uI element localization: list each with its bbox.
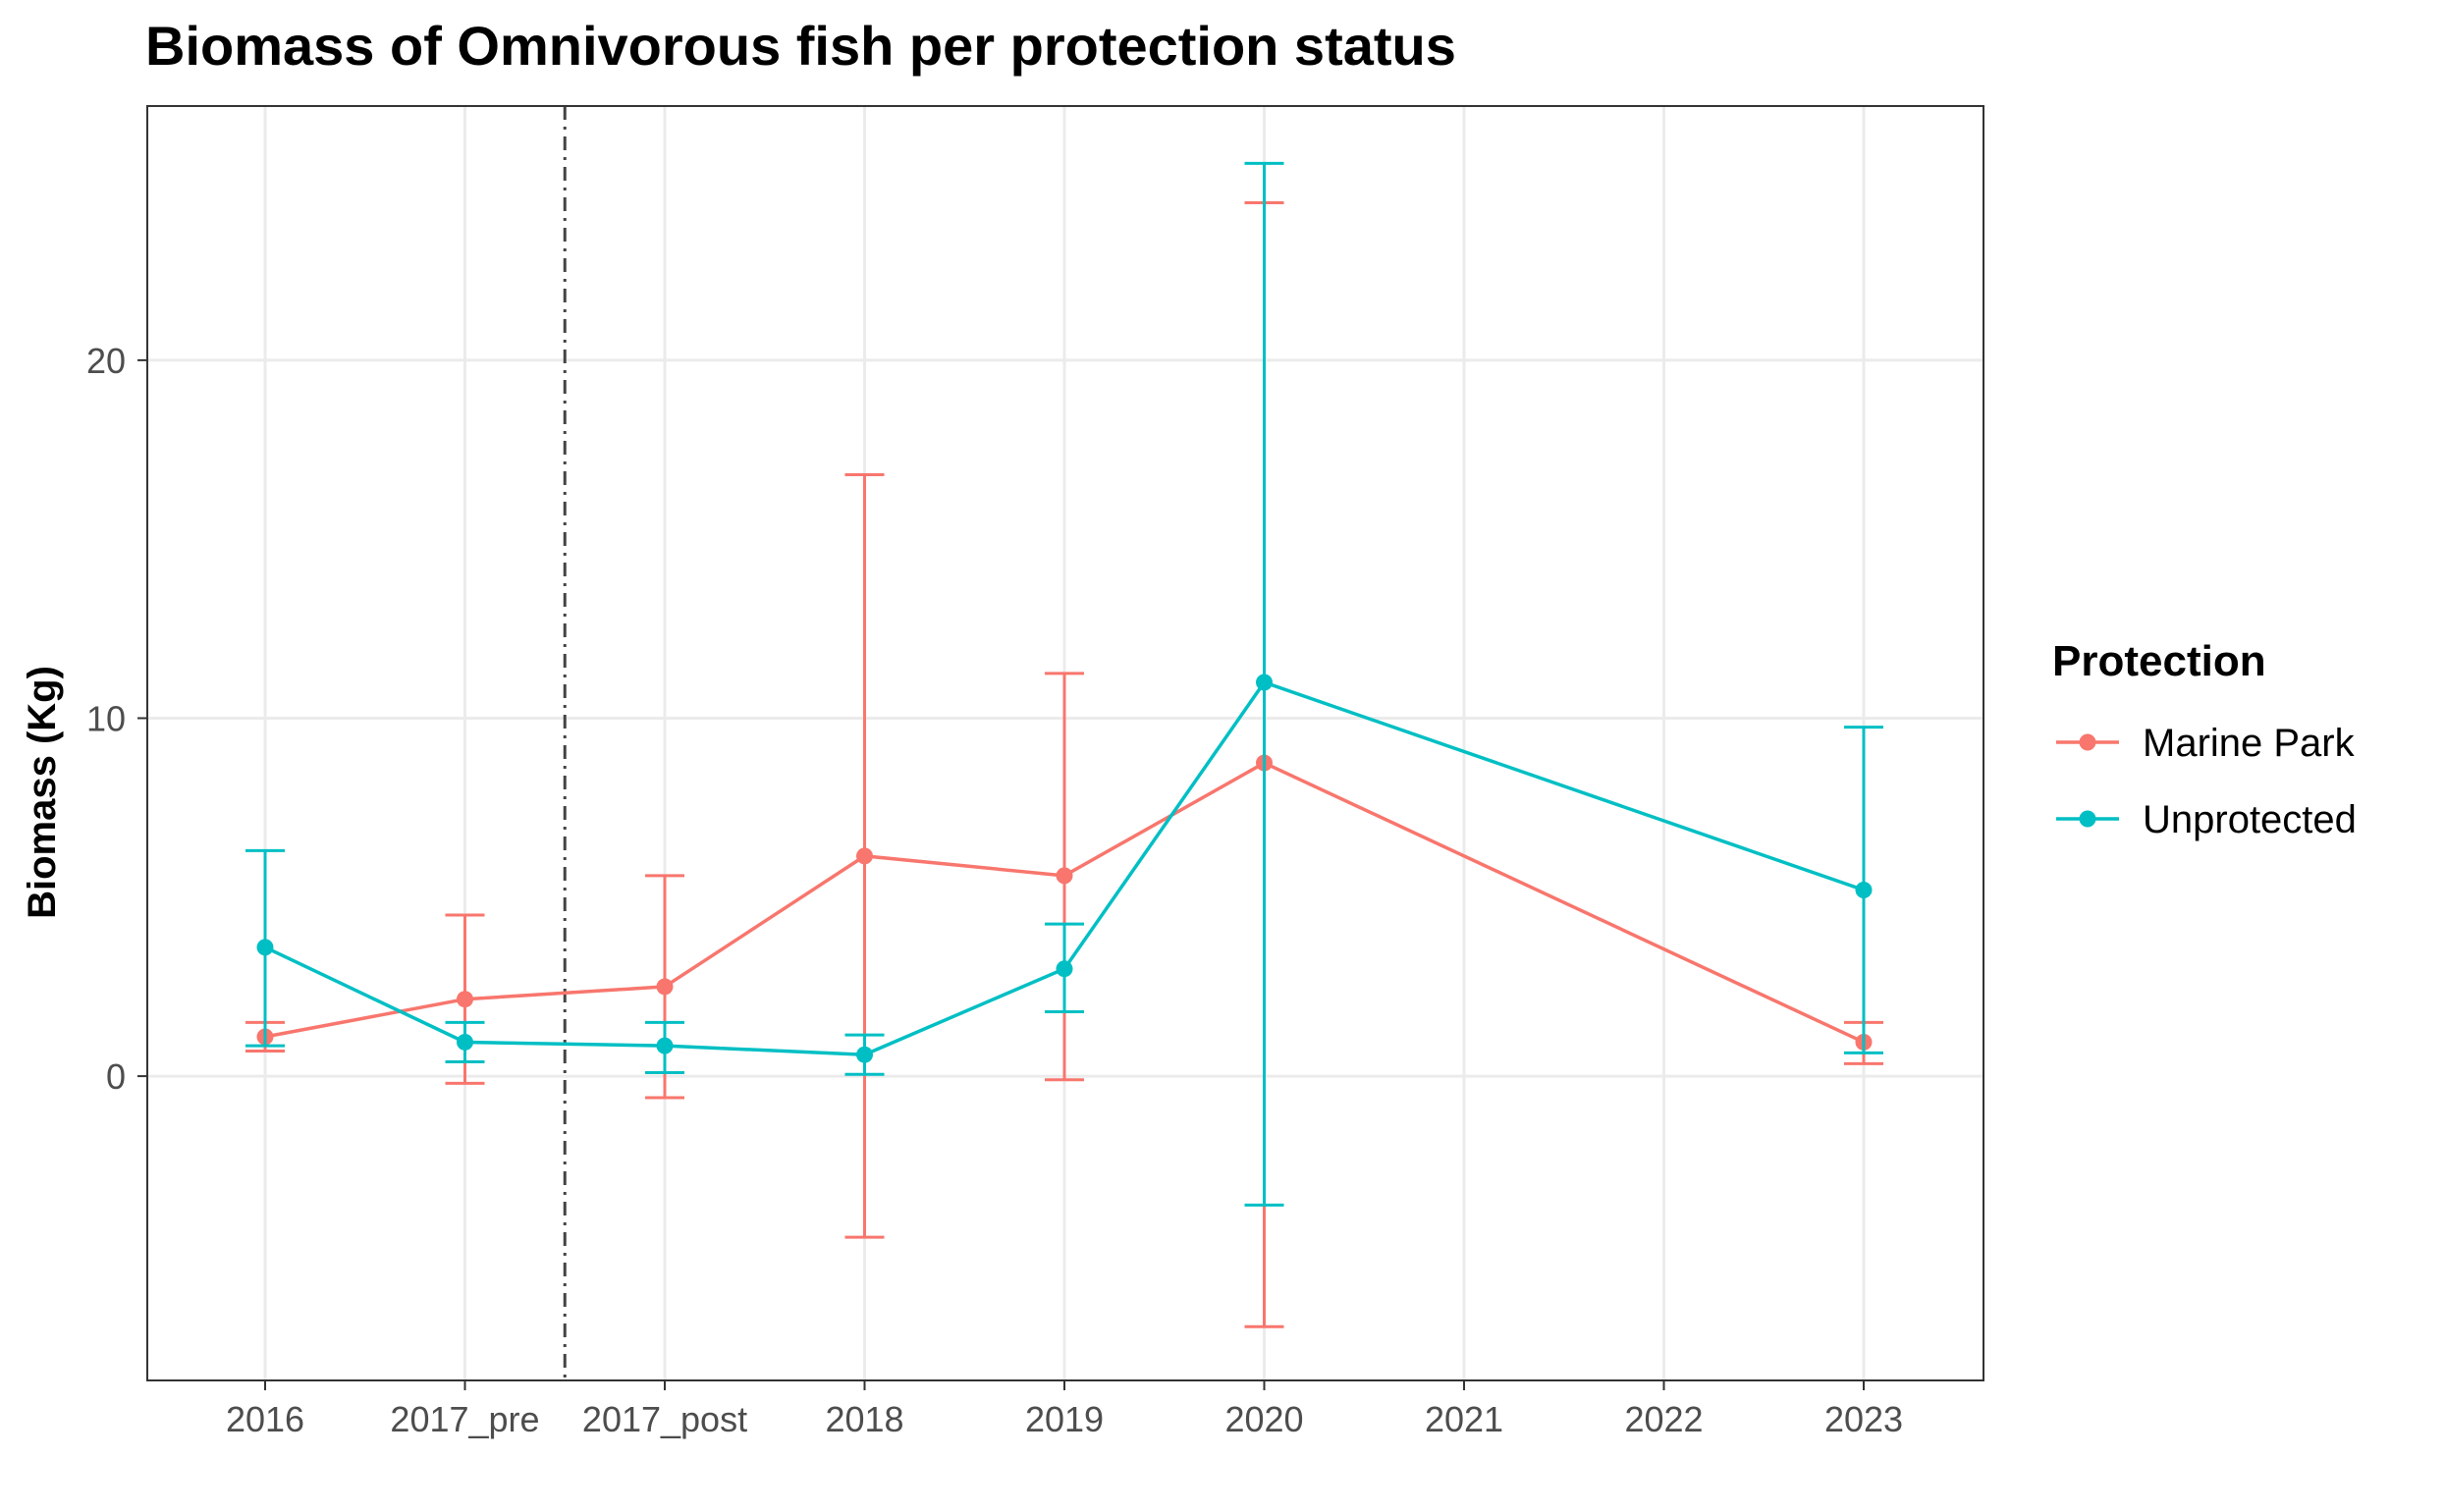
x-tick-label: 2018 [825, 1399, 903, 1439]
x-tick-label: 2017_pre [390, 1399, 539, 1439]
x-tick-label: 2020 [1224, 1399, 1303, 1439]
data-point [656, 1037, 674, 1054]
legend-item-unprotected: Unprotected [2056, 798, 2357, 841]
data-point [656, 978, 674, 996]
legend-item-marine-park: Marine Park [2056, 722, 2356, 765]
series-unprotected [245, 161, 1883, 1207]
legend-label: Marine Park [2143, 722, 2356, 765]
data-point [256, 939, 274, 956]
x-tick-label: 2023 [1824, 1399, 1903, 1439]
data-point [856, 1046, 873, 1063]
data-point [1256, 674, 1273, 691]
data-point [1056, 867, 1073, 885]
x-tick-label: 2019 [1025, 1399, 1104, 1439]
y-tick-label: 20 [86, 341, 126, 381]
data-point [457, 991, 473, 1008]
legend-label: Unprotected [2143, 798, 2357, 841]
x-tick-label: 2022 [1624, 1399, 1703, 1439]
x-tick-label: 2016 [226, 1399, 304, 1439]
data-point [457, 1033, 473, 1051]
data-point [1056, 960, 1073, 978]
legend-key-point [2079, 810, 2096, 828]
legend-items: Marine Park Unprotected [2056, 722, 2357, 841]
x-tick-label: 2017_post [582, 1399, 747, 1439]
legend: Protection Marine Park Unprotected [2052, 637, 2357, 841]
x-tick-label: 2021 [1425, 1399, 1503, 1439]
legend-title: Protection [2052, 637, 2266, 685]
y-tick-label: 10 [86, 698, 126, 738]
y-tick-label: 0 [106, 1056, 126, 1097]
data-point [856, 847, 873, 865]
y-axis-title: Biomass (Kg) [21, 666, 64, 919]
legend-key-point [2079, 733, 2096, 751]
data-point [1855, 881, 1873, 898]
chart-title: Biomass of Omnivorous fish per protectio… [145, 15, 1456, 77]
plot-panel: 0 10 20 2016 2017_pre 2017_post 2018 2019 2020 20… [86, 105, 1984, 1439]
